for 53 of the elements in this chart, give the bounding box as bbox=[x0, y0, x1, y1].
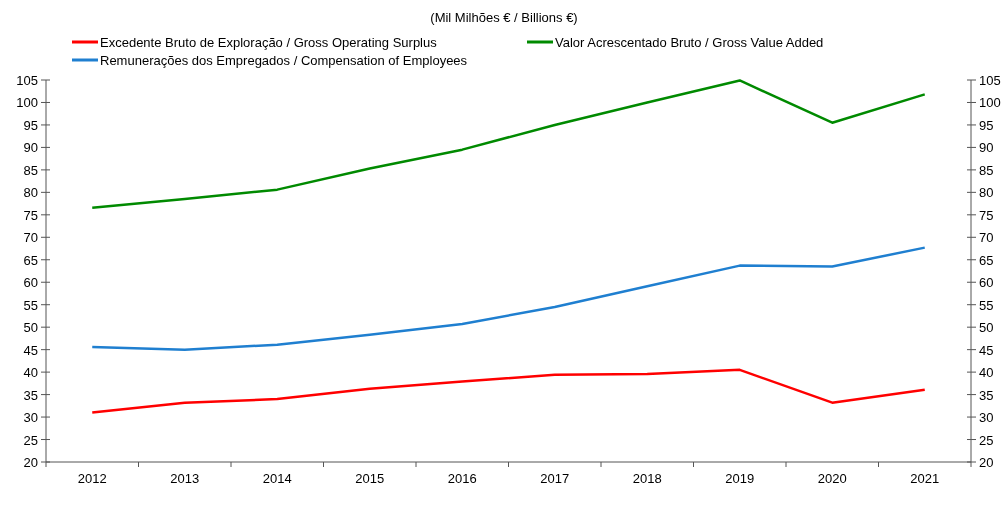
x-tick-label: 2021 bbox=[910, 471, 940, 486]
y2-tick-label: 60 bbox=[979, 275, 994, 291]
y2-tick-label: 90 bbox=[979, 140, 994, 156]
y2-tick-label: 50 bbox=[979, 320, 994, 336]
x-tick-label: 2012 bbox=[77, 471, 107, 486]
y-tick-label: 100 bbox=[16, 95, 38, 111]
y-tick-label: 65 bbox=[23, 252, 38, 268]
y-tick-label: 60 bbox=[23, 275, 38, 291]
y2-tick-label: 95 bbox=[979, 117, 994, 133]
y2-tick-label: 35 bbox=[979, 387, 994, 403]
chart-title: (Mil Milhões € / Billions €) bbox=[430, 10, 578, 25]
y2-tick-label: 55 bbox=[979, 297, 994, 313]
y-tick-label: 70 bbox=[23, 230, 38, 246]
y-tick-label: 35 bbox=[23, 387, 38, 403]
y-tick-label: 55 bbox=[23, 297, 38, 313]
legend-label: Valor Acrescentado Bruto / Gross Value Added bbox=[555, 35, 824, 50]
y-tick-label: 90 bbox=[23, 140, 38, 156]
y2-tick-label: 45 bbox=[979, 342, 994, 358]
y2-tick-label: 30 bbox=[979, 410, 994, 426]
y2-tick-label: 85 bbox=[979, 162, 994, 178]
line-series bbox=[91, 246, 926, 351]
y2-tick-label: 105 bbox=[979, 73, 1001, 88]
y-tick-label: 105 bbox=[16, 73, 38, 88]
y2-tick-label: 75 bbox=[979, 207, 994, 223]
x-tick-label: 2016 bbox=[447, 471, 477, 486]
y2-tick-label: 70 bbox=[979, 230, 994, 246]
y-tick-label: 80 bbox=[23, 185, 38, 201]
x-tick-label: 2019 bbox=[725, 471, 755, 486]
y-tick-label: 95 bbox=[23, 117, 38, 133]
legend-label: Remunerações dos Empregados / Compensation of Employees bbox=[100, 53, 468, 68]
line-series bbox=[91, 368, 926, 414]
line-series bbox=[91, 79, 926, 209]
y-tick-label: 75 bbox=[23, 207, 38, 223]
y-tick-label: 45 bbox=[23, 342, 38, 358]
y2-tick-label: 65 bbox=[979, 252, 994, 268]
y-tick-label: 25 bbox=[23, 432, 38, 448]
x-tick-label: 2015 bbox=[355, 471, 385, 486]
y2-tick-label: 100 bbox=[979, 95, 1001, 111]
y2-tick-label: 40 bbox=[979, 365, 994, 381]
y2-tick-label: 25 bbox=[979, 432, 994, 448]
x-tick-label: 2013 bbox=[170, 471, 200, 486]
y-tick-label: 30 bbox=[23, 410, 38, 426]
y2-tick-label: 20 bbox=[979, 455, 994, 470]
x-tick-label: 2014 bbox=[262, 471, 292, 486]
y-tick-label: 40 bbox=[23, 365, 38, 381]
y-tick-label: 85 bbox=[23, 162, 38, 178]
legend-label: Excedente Bruto de Exploração / Gross Operating Surplus bbox=[100, 35, 438, 50]
x-tick-label: 2018 bbox=[632, 471, 662, 486]
y2-tick-label: 80 bbox=[979, 185, 994, 201]
y-tick-label: 50 bbox=[23, 320, 38, 336]
y-tick-label: 20 bbox=[23, 455, 38, 470]
x-tick-label: 2017 bbox=[540, 471, 570, 486]
x-tick-label: 2020 bbox=[817, 471, 847, 486]
